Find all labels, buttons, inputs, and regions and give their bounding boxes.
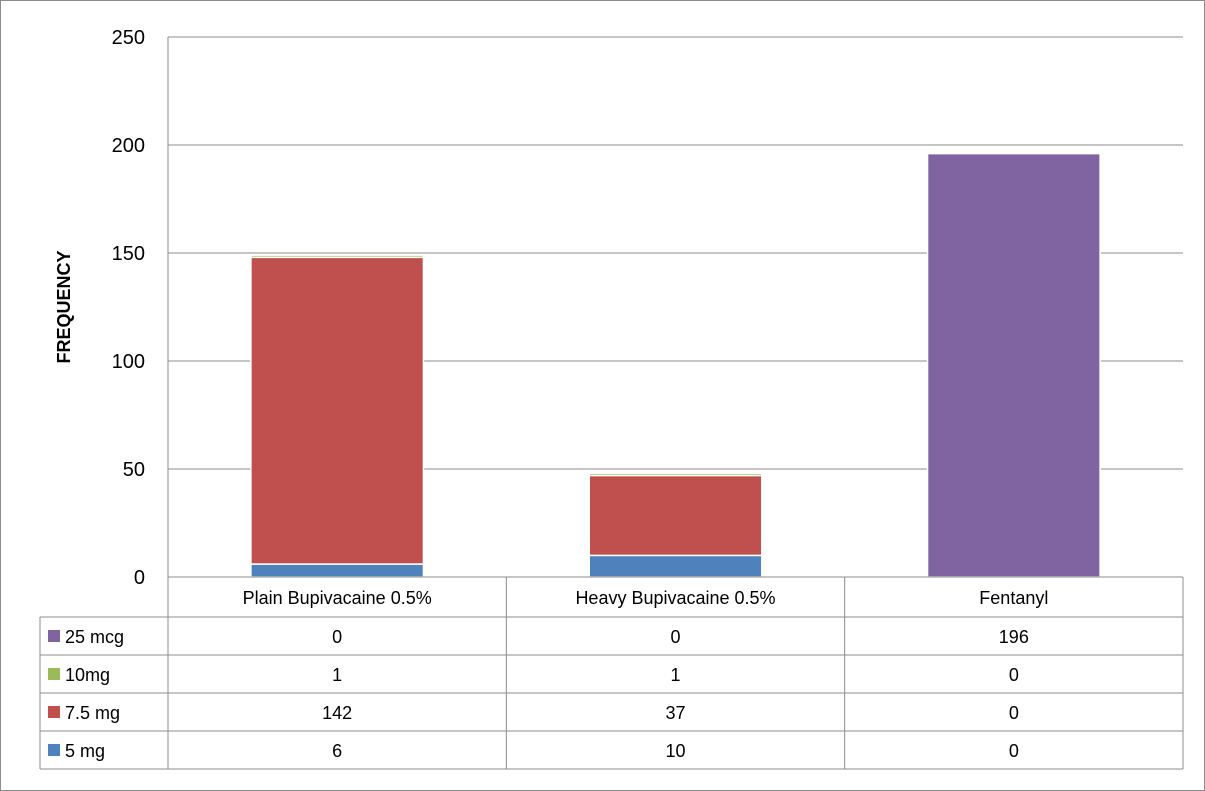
y-tick-label: 200	[112, 135, 145, 157]
legend-key	[48, 630, 60, 642]
bar-segment	[250, 563, 425, 578]
table-cell-value: 0	[1009, 665, 1019, 685]
bar-segment	[588, 554, 763, 578]
legend-key	[48, 668, 60, 680]
legend-label: 5 mg	[65, 741, 105, 761]
bar-segment	[588, 474, 763, 557]
category-label: Plain Bupivacaine 0.5%	[243, 588, 432, 608]
bar-segment	[250, 256, 425, 565]
legend-label: 10mg	[65, 665, 110, 685]
bar-segment	[588, 472, 763, 477]
y-tick-label: 50	[123, 459, 145, 481]
category-label: Heavy Bupivacaine 0.5%	[575, 588, 775, 608]
bar-segment	[250, 254, 425, 259]
y-axis-label: FREQUENCY	[54, 250, 74, 363]
legend-key	[48, 706, 60, 718]
legend-key	[48, 744, 60, 756]
y-tick-label: 250	[112, 27, 145, 49]
table-cell-value: 6	[332, 741, 342, 761]
bar-segment	[926, 152, 1101, 578]
y-axis-ticks: 0 50 100 150 200 250	[112, 27, 145, 589]
y-tick-label: 150	[112, 243, 145, 265]
legend-label: 25 mcg	[65, 627, 124, 647]
table-cell-value: 10	[665, 741, 685, 761]
y-tick-label: 100	[112, 351, 145, 373]
bars	[250, 152, 1101, 578]
y-tick-label: 0	[134, 567, 145, 589]
table-cell-value: 1	[670, 665, 680, 685]
table-cell-value: 37	[665, 703, 685, 723]
category-label: Fentanyl	[979, 588, 1048, 608]
table-cell-value: 0	[1009, 741, 1019, 761]
table-cell-value: 0	[1009, 703, 1019, 723]
table-cell-value: 196	[999, 627, 1029, 647]
table-cell-value: 142	[322, 703, 352, 723]
table-cell-value: 0	[332, 627, 342, 647]
data-table: Plain Bupivacaine 0.5% Heavy Bupivacaine …	[39, 576, 1184, 770]
legend-label: 7.5 mg	[65, 703, 120, 723]
table-cell-value: 1	[332, 665, 342, 685]
table-cell-value: 0	[670, 627, 680, 647]
